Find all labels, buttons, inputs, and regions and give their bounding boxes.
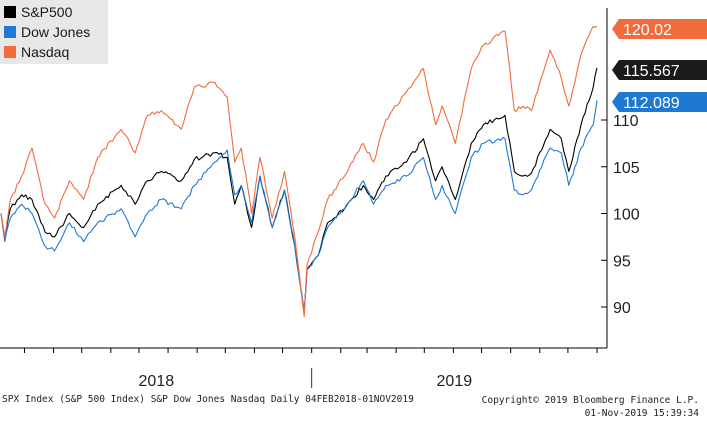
legend: S&P500 Dow Jones Nasdaq [0, 0, 108, 64]
last-value-tag-text: 112.089 [623, 95, 680, 112]
legend-item-sp500: S&P500 [4, 2, 72, 22]
legend-label-sp500: S&P500 [21, 4, 73, 20]
last-value-tags: 115.567 112.089 120.02 [612, 19, 707, 112]
timestamp-text: 01-Nov-2019 15:39:34 [584, 408, 699, 419]
last-value-tag-text: 115.567 [623, 63, 680, 80]
legend-item-nasdaq: Nasdaq [4, 42, 69, 62]
copyright-text: Copyright© 2019 Bloomberg Finance L.P. [481, 395, 699, 406]
y-tick-label: 105 [613, 160, 640, 177]
y-axis: 90 95 100 105 110 [601, 8, 640, 348]
legend-swatch-nasdaq [4, 46, 16, 58]
last-value-tag-text: 120.02 [623, 22, 672, 39]
legend-label-nasdaq: Nasdaq [21, 44, 70, 60]
y-tick-label: 100 [613, 207, 640, 224]
last-value-tag-nasdaq: 120.02 [612, 19, 707, 39]
legend-swatch-sp500 [4, 6, 16, 18]
legend-item-dow-jones: Dow Jones [4, 22, 90, 42]
last-value-tag-bg [612, 60, 707, 80]
legend-label-dow-jones: Dow Jones [21, 24, 91, 40]
series-line-nasdaq [0, 25, 598, 317]
last-value-tag-dow-jones: 112.089 [612, 92, 707, 112]
x-year-label: 2018 [139, 373, 175, 390]
last-value-tag-bg [612, 19, 707, 39]
last-value-tag-bg [612, 92, 707, 112]
y-tick-label: 90 [613, 300, 631, 317]
y-tick-label: 110 [613, 113, 639, 130]
chart-description: SPX Index (S&P 500 Index) S&P Dow Jones … [2, 394, 414, 405]
legend-swatch-dow-jones [4, 26, 16, 38]
series-layer [0, 25, 598, 317]
last-value-tag-sp500: 115.567 [612, 60, 707, 80]
footer-credits: Copyright© 2019 Bloomberg Finance L.P. 0… [482, 394, 699, 420]
y-tick-label: 95 [613, 253, 631, 270]
x-axis: 2018 2019 [0, 347, 607, 390]
x-year-label: 2019 [437, 373, 473, 390]
